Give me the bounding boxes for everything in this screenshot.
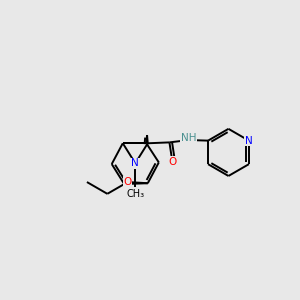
Text: NH: NH (181, 133, 197, 143)
Text: O: O (124, 177, 132, 187)
Text: N: N (245, 136, 253, 146)
Text: O: O (168, 157, 176, 167)
Text: N: N (131, 158, 139, 168)
Text: CH₃: CH₃ (126, 189, 144, 199)
